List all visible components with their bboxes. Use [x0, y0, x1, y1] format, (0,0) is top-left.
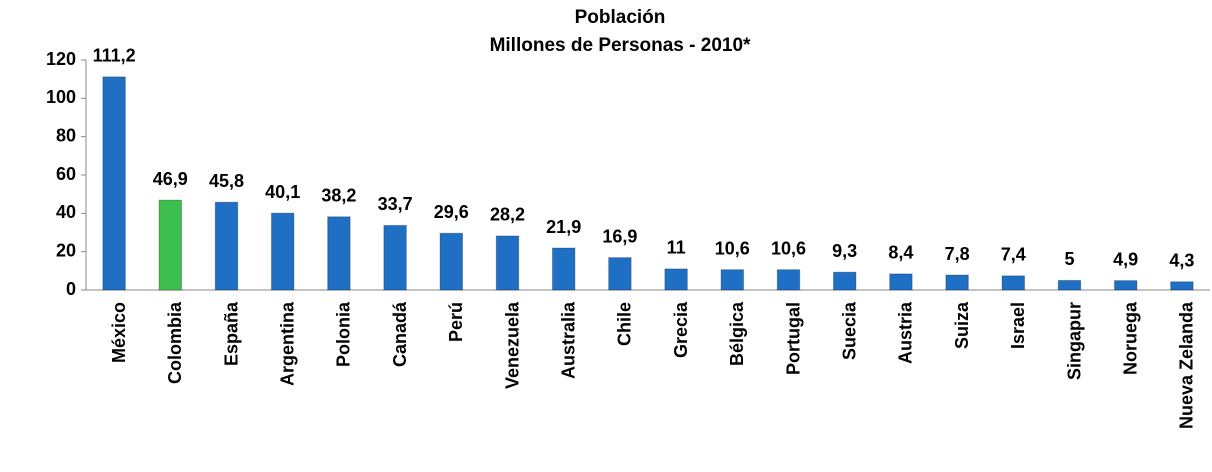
bar [270, 212, 295, 291]
y-tick-label: 120 [46, 49, 76, 69]
bar [439, 232, 464, 291]
x-tick-label: Israel [1008, 302, 1028, 349]
value-label: 5 [1064, 249, 1074, 269]
y-tick-label: 0 [66, 279, 76, 299]
x-tick-label: Suecia [839, 301, 859, 360]
value-label: 21,9 [546, 217, 581, 237]
bar [664, 268, 688, 291]
value-label: 4,3 [1169, 251, 1194, 271]
chart-title: Población [575, 7, 666, 28]
bar [495, 235, 520, 291]
x-tick-label: Noruega [1120, 301, 1140, 375]
x-tick-label: Argentina [277, 301, 297, 386]
bar [720, 269, 745, 291]
x-tick-label: Portugal [783, 302, 803, 375]
y-tick-label: 100 [46, 87, 76, 107]
bar [608, 257, 632, 291]
x-tick-label: España [221, 301, 241, 366]
value-label: 45,8 [209, 171, 244, 191]
x-tick-label: Bélgica [727, 301, 747, 366]
value-label: 33,7 [378, 194, 413, 214]
bar [158, 199, 183, 291]
bar [383, 224, 407, 291]
bar [214, 201, 239, 291]
value-label: 16,9 [602, 226, 637, 246]
bar [102, 76, 126, 291]
value-label: 10,6 [715, 238, 750, 258]
bar [551, 247, 576, 291]
x-tick-label: Perú [446, 302, 466, 342]
bar [1170, 281, 1194, 291]
value-label: 9,3 [832, 241, 857, 261]
x-tick-label: Suiza [952, 301, 972, 349]
y-tick-label: 20 [56, 240, 76, 260]
x-tick-label: Canadá [390, 301, 410, 367]
value-label: 11 [667, 238, 686, 258]
x-tick-label: Grecia [671, 301, 691, 358]
bar [889, 273, 913, 291]
x-tick-label: Polonia [334, 301, 354, 367]
bar [945, 274, 969, 291]
x-tick-label: Austria [896, 301, 916, 364]
y-tick-label: 60 [56, 164, 76, 184]
y-tick-label: 40 [56, 202, 76, 222]
x-tick-label: Colombia [165, 301, 185, 384]
value-label: 111,2 [93, 46, 136, 66]
x-tick-label: Nueva Zelanda [1177, 301, 1197, 429]
bar [1113, 280, 1138, 291]
value-label: 28,2 [490, 205, 525, 225]
chart-subtitle: Millones de Personas - 2010* [490, 35, 751, 56]
y-tick-label: 80 [56, 125, 76, 145]
value-label: 7,8 [945, 244, 970, 264]
x-tick-label: Australia [558, 301, 578, 379]
value-label: 8,4 [888, 243, 913, 263]
value-label: 7,4 [1001, 245, 1026, 265]
x-tick-label: Venezuela [502, 301, 522, 389]
bar [1057, 279, 1082, 291]
value-label: 46,9 [153, 169, 188, 189]
value-label: 4,9 [1113, 249, 1138, 269]
bar [327, 216, 351, 291]
value-label: 29,6 [434, 202, 469, 222]
value-label: 10,6 [771, 238, 806, 258]
bar [776, 269, 801, 291]
bar [832, 271, 857, 291]
x-tick-label: México [109, 302, 129, 363]
value-label: 40,1 [265, 182, 300, 202]
bar [1001, 275, 1026, 291]
x-tick-label: Singapur [1064, 302, 1084, 380]
value-label: 38,2 [321, 186, 356, 206]
x-tick-label: Chile [615, 302, 635, 346]
